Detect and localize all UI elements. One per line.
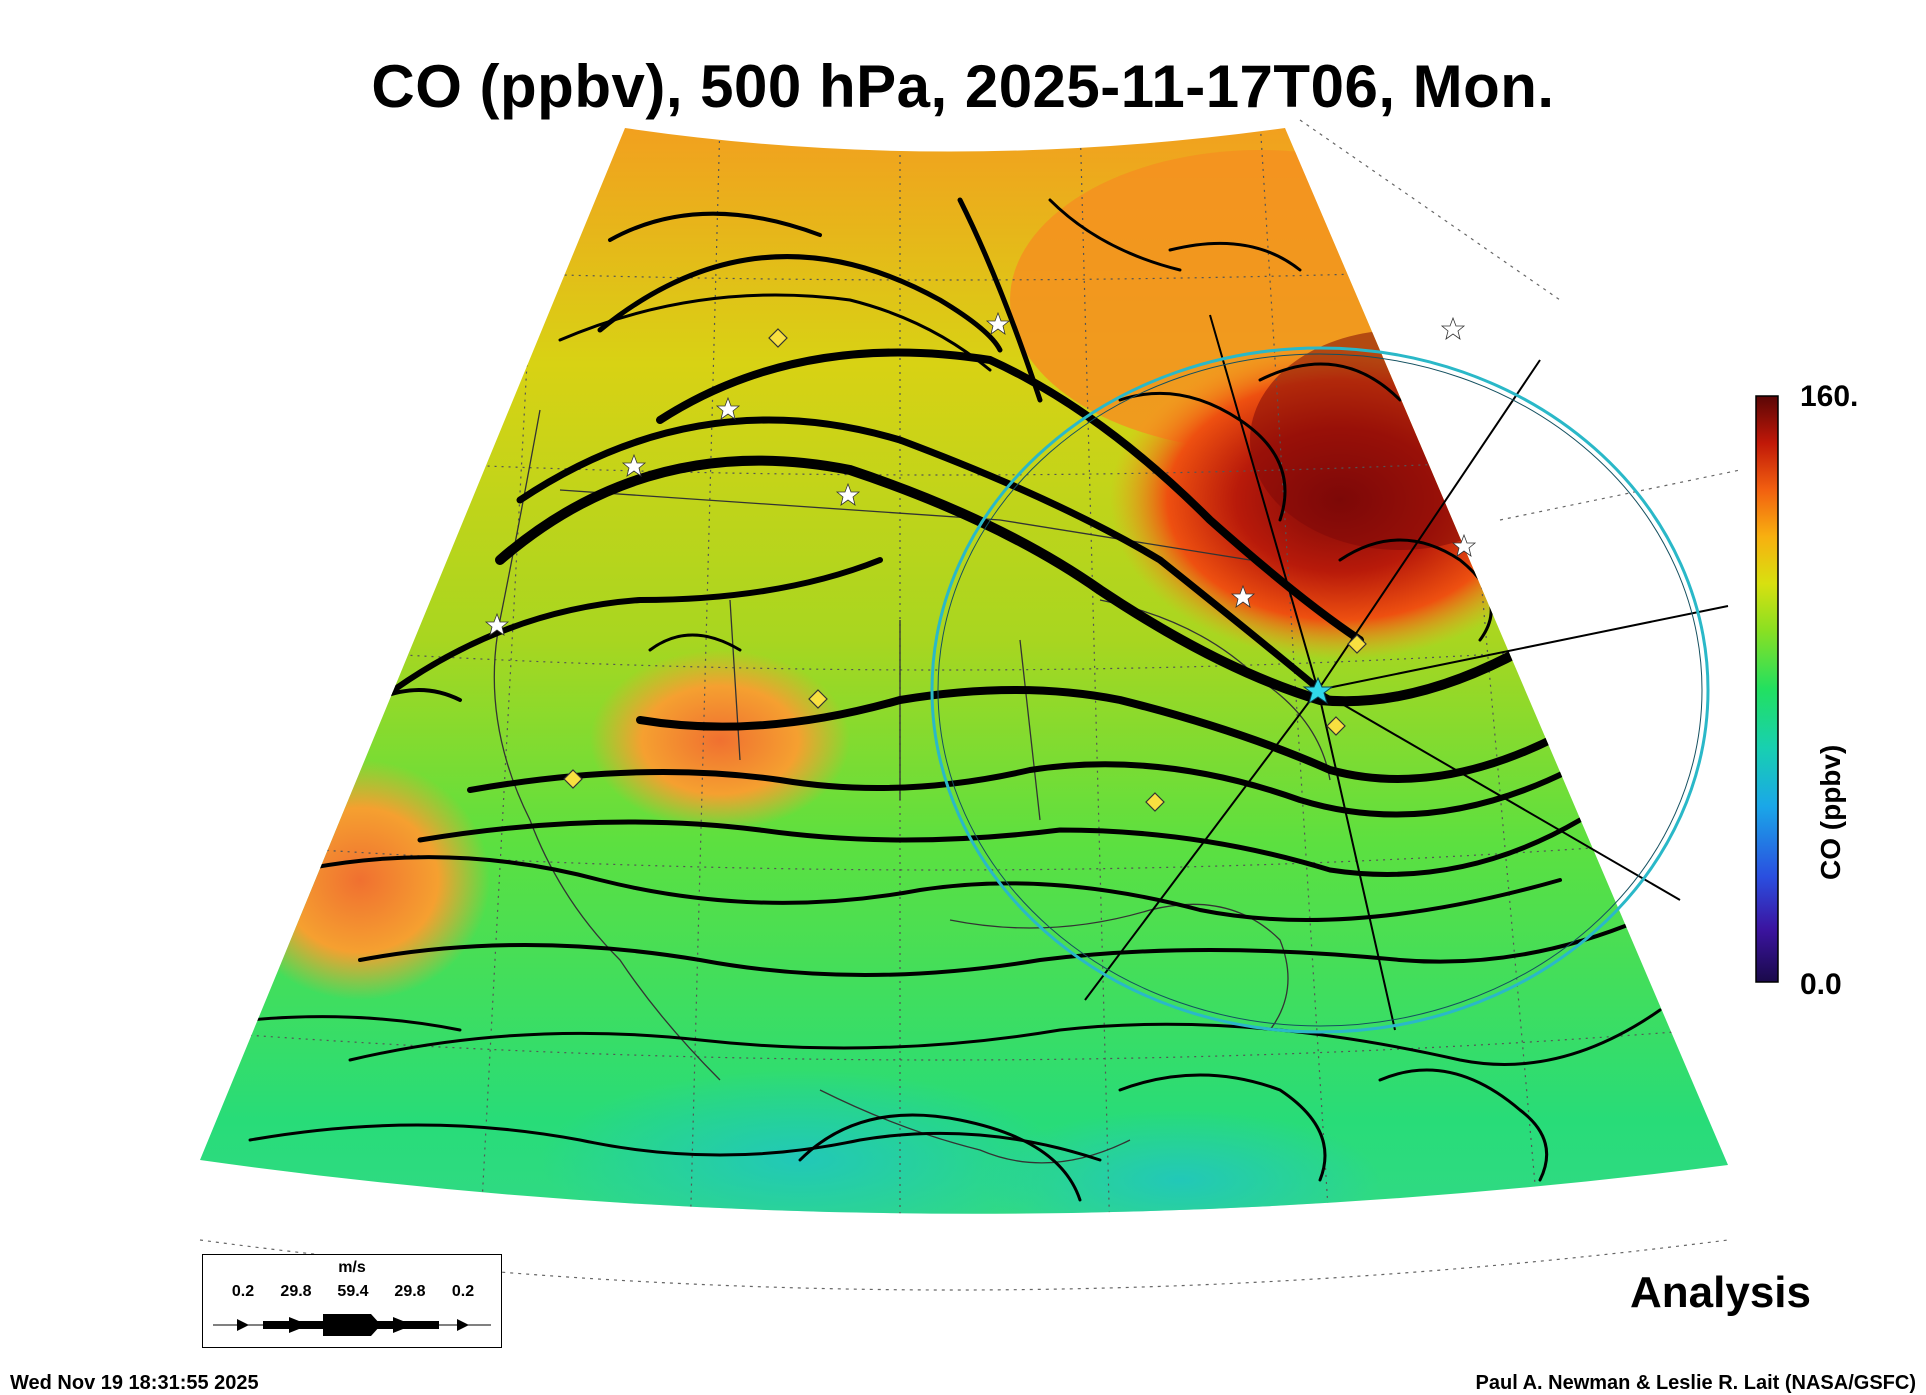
station-star-icon	[1451, 533, 1477, 557]
wind-streamlines	[248, 197, 1662, 1202]
credit: Paul A. Newman & Leslie R. Lait (NASA/GS…	[1475, 1372, 1916, 1394]
legend-arrows	[213, 1314, 491, 1336]
legend-value: 0.2	[451, 1283, 475, 1300]
station-diamond-icon	[1326, 716, 1346, 736]
station-star-icon	[715, 396, 741, 420]
legend-unit: m/s	[338, 1259, 366, 1276]
analysis-label: Analysis	[1630, 1268, 1811, 1317]
legend-value: 29.8	[280, 1283, 312, 1300]
colorbar-min-label: 0.0	[1800, 968, 1842, 1001]
station-star-icon	[835, 482, 861, 506]
station-star-icon	[1230, 584, 1256, 608]
station-star-icon	[985, 311, 1011, 335]
timestamp: Wed Nov 19 18:31:55 2025	[10, 1372, 259, 1394]
colorbar-axis-label: CO (ppbv)	[1815, 744, 1846, 880]
center-star-icon	[1302, 676, 1334, 705]
legend-value: 0.2	[231, 1283, 255, 1300]
legend-value: 59.4	[337, 1283, 369, 1300]
station-diamond-icon	[1347, 634, 1367, 654]
station-diamond-icon	[768, 328, 788, 348]
map-title: CO (ppbv), 500 hPa, 2025-11-17T06, Mon.	[371, 53, 1555, 120]
station-stars	[484, 311, 1477, 636]
colorbar	[1755, 395, 1779, 983]
legend-value: 29.8	[394, 1283, 426, 1300]
station-star-icon	[1440, 316, 1466, 340]
station-diamond-icon	[808, 689, 828, 709]
station-diamonds	[563, 328, 1367, 812]
trajectory-spokes	[1084, 314, 1729, 1031]
wind-speed-legend: m/s 0.2 29.8 59.4 29.8 0.2	[202, 1254, 502, 1348]
station-star-icon	[621, 453, 647, 477]
station-diamond-icon	[563, 769, 583, 789]
colorbar-max-label: 160.	[1800, 380, 1859, 413]
range-circle	[930, 346, 1710, 1034]
station-diamond-icon	[1145, 792, 1165, 812]
station-star-icon	[484, 612, 510, 636]
co-field	[200, 128, 1728, 1214]
